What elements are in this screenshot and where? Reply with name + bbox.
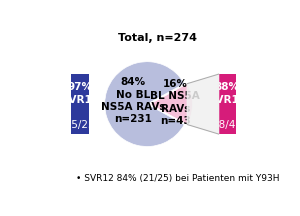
Text: 16%
BL NS5A
RAVs
n=43: 16% BL NS5A RAVs n=43 — [151, 79, 200, 126]
Wedge shape — [105, 62, 184, 146]
Text: 38/43: 38/43 — [212, 120, 242, 130]
Wedge shape — [150, 84, 193, 124]
Text: Total, n=274: Total, n=274 — [118, 33, 196, 43]
Text: 84%
No BL
NS5A RAVs
n=231: 84% No BL NS5A RAVs n=231 — [101, 77, 165, 124]
Bar — [71, 74, 89, 134]
Text: 88%
SVR12: 88% SVR12 — [208, 82, 246, 105]
Text: 97%
SVR12: 97% SVR12 — [61, 82, 99, 105]
Text: 225/231: 225/231 — [58, 120, 102, 130]
Bar — [219, 74, 236, 134]
Text: • SVR12 84% (21/25) bei Patienten mit Y93H: • SVR12 84% (21/25) bei Patienten mit Y9… — [76, 174, 279, 183]
Polygon shape — [187, 74, 219, 134]
